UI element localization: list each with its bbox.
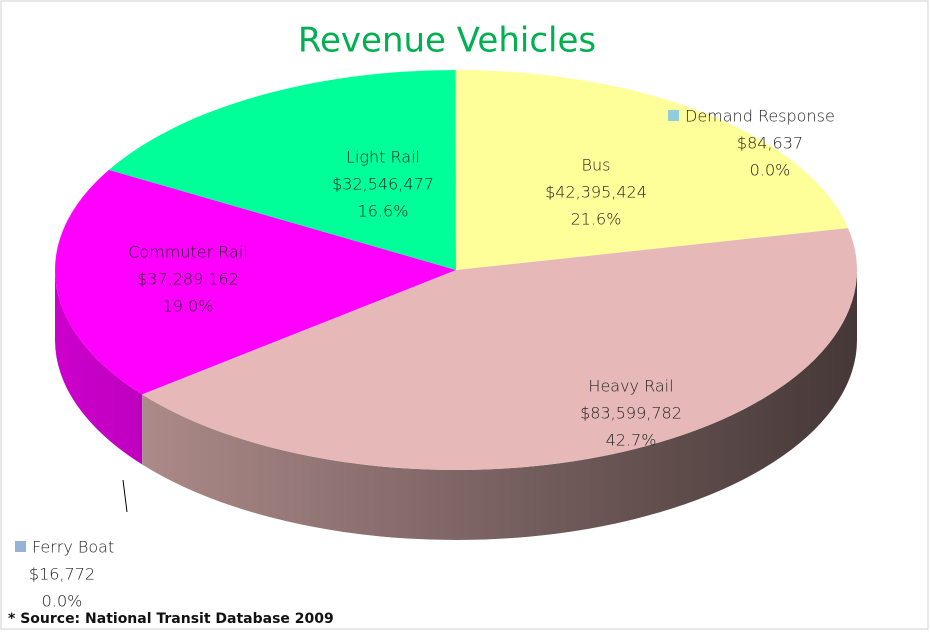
percent-label: 0.0% (42, 592, 83, 611)
slice-label: Bus (582, 156, 611, 175)
percent-label: 0.0% (750, 161, 791, 180)
legend-marker (668, 110, 679, 121)
value-label: $42,395,424 (545, 183, 647, 202)
value-label: $83,599,782 (580, 404, 682, 423)
chart-title: Revenue Vehicles (298, 21, 596, 61)
slice-label: Light Rail (346, 148, 420, 167)
value-label: $32,546,477 (332, 175, 434, 194)
percent-label: 21.6% (571, 210, 622, 229)
legend-marker (15, 541, 26, 552)
percent-label: 16.6% (358, 202, 409, 221)
slice-label: Commuter Rail (128, 243, 248, 262)
percent-label: 19.0% (163, 297, 214, 316)
slice-label: Demand Response (685, 107, 835, 126)
source-note: * Source: National Transit Database 2009 (8, 611, 334, 627)
slice-label: Heavy Rail (588, 377, 673, 396)
percent-label: 42.7% (606, 431, 657, 450)
value-label: $16,772 (29, 565, 95, 584)
value-label: $84,637 (737, 134, 803, 153)
value-label: $37,289,162 (137, 270, 239, 289)
slice-label: Ferry Boat (32, 538, 114, 557)
